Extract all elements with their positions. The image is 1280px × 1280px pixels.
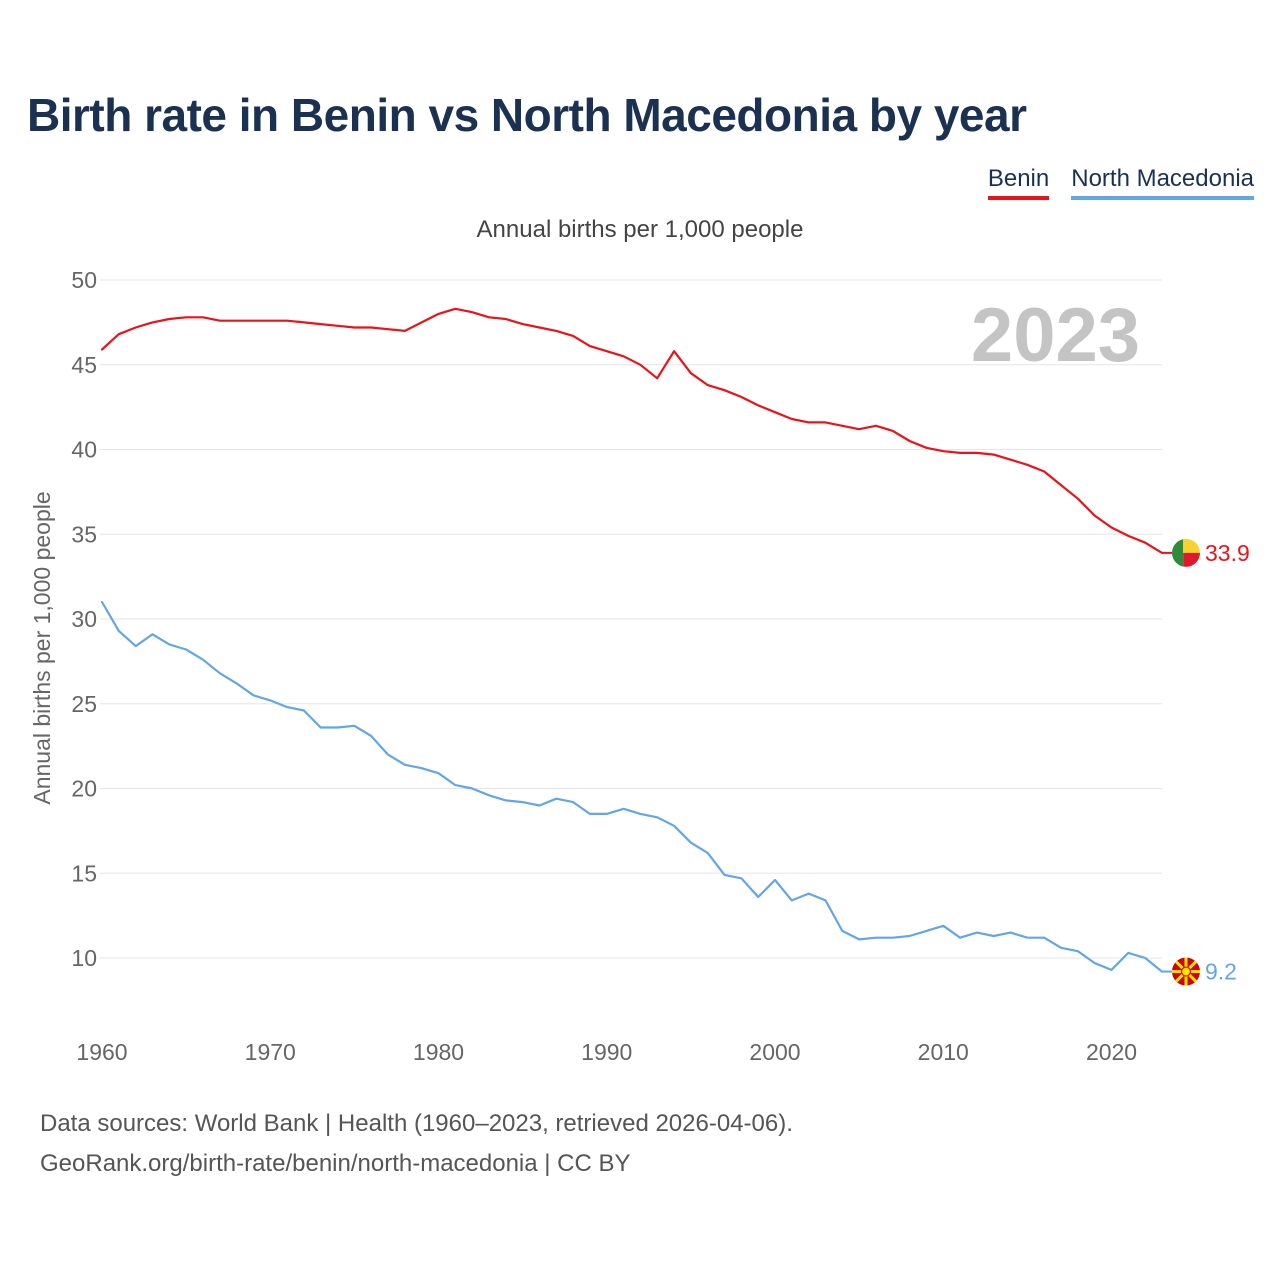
year-watermark: 2023 (971, 293, 1140, 378)
y-tick-label: 35 (71, 521, 97, 547)
x-tick-label: 1980 (413, 1039, 464, 1065)
y-tick-label: 50 (71, 267, 97, 293)
chart-subtitle: Annual births per 1,000 people (476, 216, 804, 243)
y-tick-label: 10 (71, 945, 97, 971)
y-tick-label: 40 (71, 437, 97, 463)
end-label-benin: 33.9 (1205, 540, 1250, 566)
legend-item-benin[interactable]: Benin (987, 164, 1050, 200)
x-tick-label: 1960 (76, 1039, 127, 1065)
legend: Benin North Macedonia (987, 164, 1254, 200)
y-tick-label: 15 (71, 860, 97, 886)
y-axis-label: Annual births per 1,000 people (29, 491, 55, 804)
legend-item-north-macedonia[interactable]: North Macedonia (1071, 164, 1254, 200)
north-macedonia-flag-icon (1172, 957, 1200, 986)
x-tick-label: 2010 (918, 1039, 969, 1065)
y-tick-label: 45 (71, 352, 97, 378)
y-tick-label: 30 (71, 606, 97, 632)
chart-title: Birth rate in Benin vs North Macedonia b… (27, 89, 1027, 141)
x-tick-label: 1990 (581, 1039, 632, 1065)
x-tick-label: 2020 (1086, 1039, 1137, 1065)
y-tick-label: 25 (71, 691, 97, 717)
y-tick-label: 20 (71, 776, 97, 802)
footer: Data sources: World Bank | Health (1960–… (40, 1104, 793, 1184)
footer-sources: Data sources: World Bank | Health (1960–… (40, 1110, 793, 1137)
footer-attribution[interactable]: GeoRank.org/birth-rate/benin/north-maced… (40, 1150, 631, 1177)
series-line-north-macedonia (100, 600, 1164, 973)
x-tick-label: 2000 (749, 1039, 800, 1065)
line-chart: 10 15 20 25 30 35 40 45 50 1960 1970 1980 1990 2000 20… (29, 267, 1250, 1065)
end-label-north-macedonia: 9.2 (1205, 959, 1237, 985)
series-line-benin (100, 307, 1164, 555)
x-tick-label: 1970 (245, 1039, 296, 1065)
